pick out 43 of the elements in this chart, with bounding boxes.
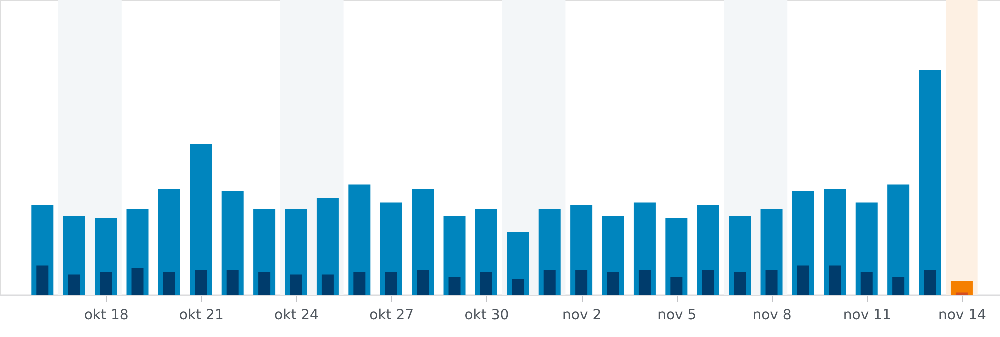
bar: [385, 272, 398, 295]
bar: [950, 282, 973, 295]
bar: [36, 266, 49, 295]
bar: [290, 274, 302, 295]
x-tick-label: nov 2: [562, 308, 602, 324]
bar: [354, 272, 366, 295]
x-tick-label: nov 5: [658, 308, 697, 324]
bar: [638, 270, 651, 295]
bar: [258, 272, 271, 295]
bar: [702, 270, 714, 295]
bar: [734, 272, 746, 295]
bar: [924, 270, 936, 295]
bar: [100, 272, 112, 295]
x-tick-label: okt 27: [370, 308, 414, 324]
x-tick-label: nov 14: [938, 308, 987, 324]
bar: [544, 270, 556, 295]
bar: [670, 277, 683, 295]
x-tick-label: okt 30: [464, 308, 510, 324]
bar: [797, 266, 810, 295]
bar: [919, 70, 942, 295]
bar: [132, 268, 144, 295]
bar: [226, 270, 239, 295]
bar: [163, 272, 176, 295]
bar: [448, 277, 461, 295]
bar: [322, 274, 334, 295]
bar: [68, 274, 80, 295]
x-tick-label: okt 18: [84, 308, 129, 324]
bar: [888, 184, 910, 295]
bar: [607, 272, 620, 295]
bar: [892, 277, 905, 295]
bar: [766, 270, 778, 295]
bar: [512, 279, 524, 295]
bar: [195, 270, 208, 295]
bar: [480, 272, 492, 295]
x-tick-label: okt 21: [179, 308, 224, 324]
bar: [576, 270, 588, 295]
bar: [860, 272, 873, 295]
x-tick-label: nov 11: [843, 308, 892, 324]
bar: [829, 266, 842, 295]
x-tick-label: okt 24: [274, 308, 320, 324]
x-tick-label: nov 8: [752, 308, 792, 324]
bar: [417, 270, 430, 295]
bar: [190, 144, 212, 295]
